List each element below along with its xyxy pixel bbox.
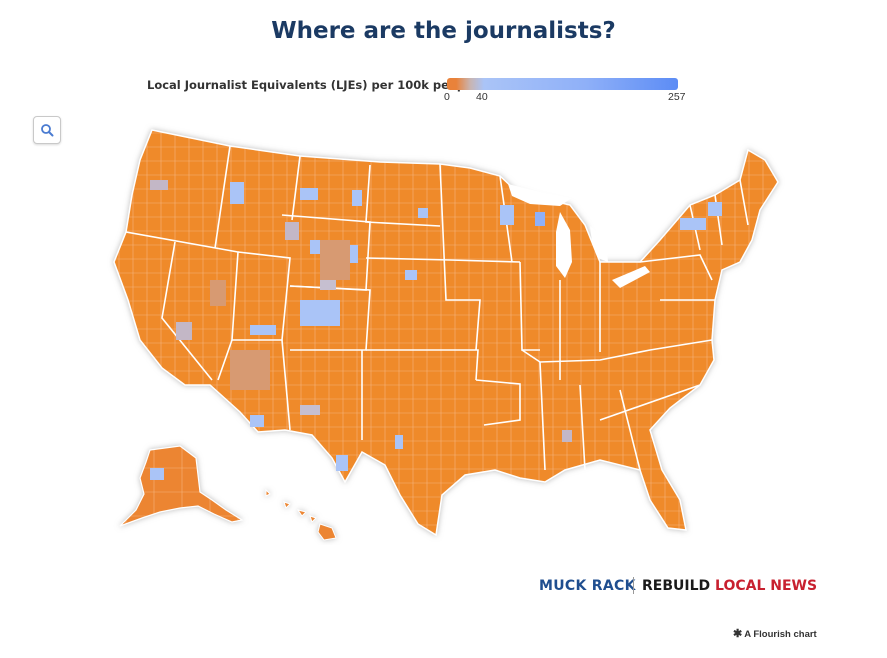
- local-news-text: LOCAL NEWS: [715, 578, 818, 594]
- flourish-credit-text: A Flourish chart: [744, 629, 817, 640]
- legend-tick-max: 257: [668, 91, 686, 103]
- logo-divider: [633, 577, 634, 594]
- legend-color-scale: [447, 78, 678, 90]
- chart-title: Where are the journalists?: [271, 18, 616, 44]
- search-icon: [41, 124, 54, 137]
- legend-tick-min: 0: [444, 91, 450, 103]
- rebuild-text: REBUILD: [642, 578, 711, 594]
- muck-rack-logo: MUCK RACK: [539, 578, 636, 594]
- contiguous-us-shape: [113, 129, 779, 537]
- lake-huron: [590, 226, 608, 262]
- rebuild-local-news-logo: REBUILD LOCAL NEWS: [642, 578, 817, 594]
- alaska-shape: [119, 445, 244, 527]
- flourish-credit-link[interactable]: ✱ A Flourish chart: [733, 627, 817, 640]
- flourish-star-icon: ✱: [733, 628, 743, 640]
- legend-label: Local Journalist Equivalents (LJEs) per …: [147, 78, 477, 92]
- lake-erie: [612, 266, 650, 288]
- alaska-high-lje-area: [150, 468, 164, 480]
- legend-tick-mid: 40: [476, 91, 488, 103]
- higher-lje-counties: [150, 180, 722, 471]
- lake-michigan: [556, 212, 572, 278]
- state-boundaries: [125, 145, 749, 471]
- zoom-search-button[interactable]: [33, 116, 61, 144]
- lake-superior: [508, 184, 572, 206]
- hawaii-shape: [265, 488, 337, 541]
